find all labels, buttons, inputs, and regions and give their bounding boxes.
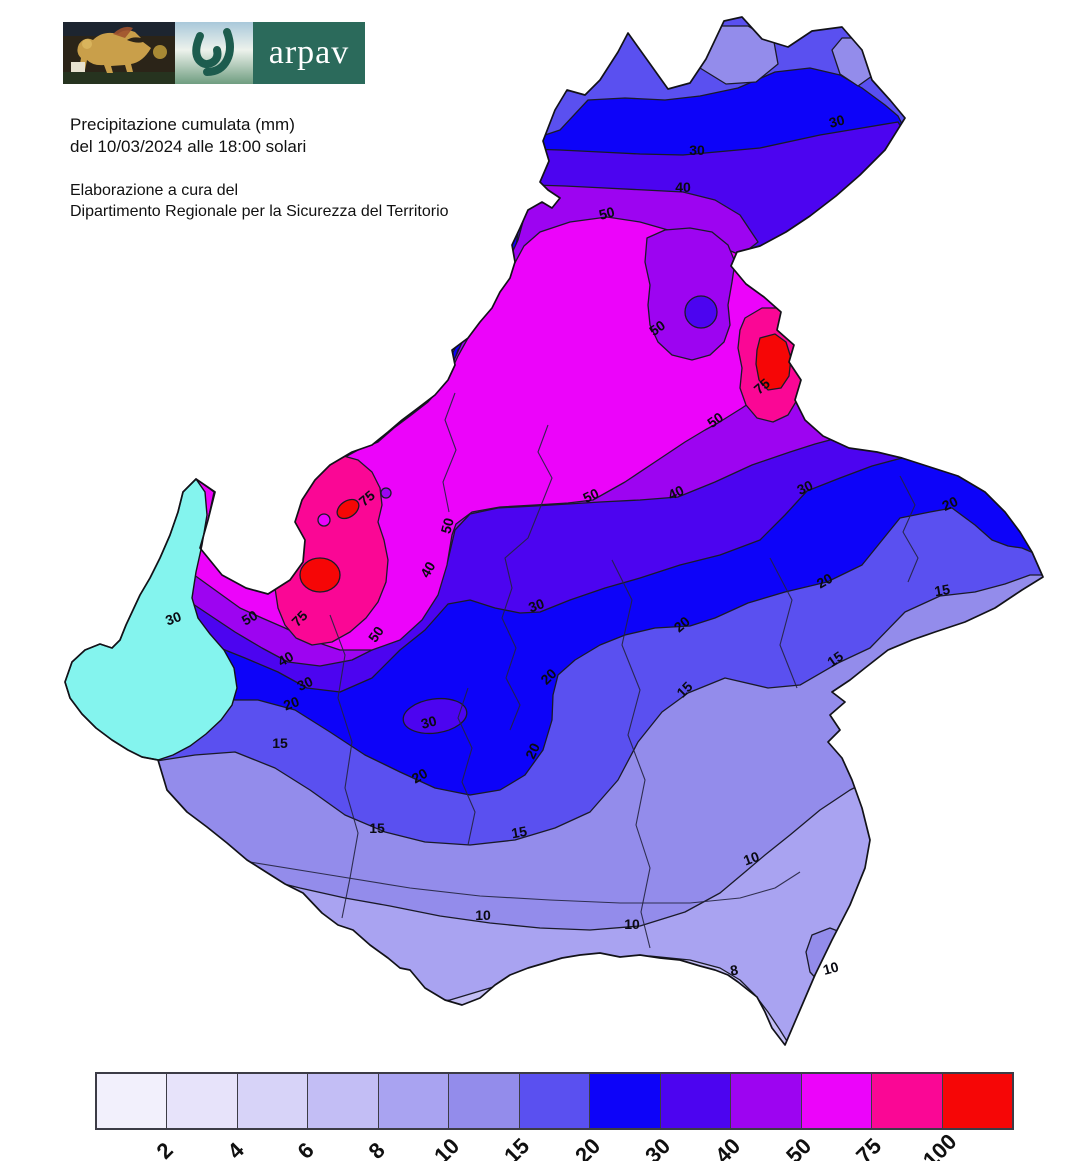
arpav-brand-text: arpav <box>268 34 350 71</box>
contour-label: 30 <box>163 608 183 628</box>
contour-label: 50 <box>239 607 261 629</box>
title-line-1: Precipitazione cumulata (mm) <box>70 115 295 134</box>
contour-label: 15 <box>510 823 528 841</box>
legend-swatch <box>519 1074 591 1128</box>
red-spot-west-small <box>336 498 360 520</box>
contour-label: 40 <box>665 482 686 503</box>
precipitation-color-scale <box>95 1072 1014 1130</box>
contour-label: 30 <box>294 673 315 694</box>
legend-tick-label: 40 <box>710 1133 746 1161</box>
arpav-glyph-icon <box>175 22 253 84</box>
title-line-2: del 10/03/2024 alle 18:00 solari <box>70 137 307 156</box>
legend-swatch <box>942 1074 1013 1128</box>
contour-label: 10 <box>475 907 491 923</box>
purple-tongue-center <box>644 227 736 361</box>
legend-swatch <box>167 1074 238 1128</box>
subtitle-line-1: Elaborazione a cura del <box>70 182 239 199</box>
contour-label: 15 <box>933 581 951 599</box>
contour-label: 10 <box>624 916 640 932</box>
contour-label: 20 <box>814 570 836 592</box>
legend-tick-label: 100 <box>917 1128 962 1161</box>
legend-tick-label: 30 <box>640 1133 676 1161</box>
contour-label: 30 <box>419 712 438 732</box>
contour-label: 15 <box>369 820 385 836</box>
legend-swatch <box>801 1074 873 1128</box>
contour-label: 40 <box>275 648 297 670</box>
contour-label: 30 <box>689 142 705 158</box>
contour-label: 50 <box>580 485 601 506</box>
red-core-east <box>755 333 792 391</box>
veneto-region-outline <box>64 16 1044 1046</box>
legend-tick-label: 75 <box>851 1133 887 1161</box>
map-title: Precipitazione cumulata (mm) del 10/03/2… <box>70 114 306 158</box>
legend-swatch <box>660 1074 732 1128</box>
subtitle-line-2: Dipartimento Regionale per la Sicurezza … <box>70 203 449 220</box>
contour-label: 15 <box>272 735 288 751</box>
legend-tick-label: 20 <box>569 1133 605 1161</box>
legend-swatch <box>237 1074 309 1128</box>
contour-label: 30 <box>526 595 546 615</box>
contour-label: 8 <box>729 961 740 978</box>
contour-label: 50 <box>437 516 457 535</box>
legend-tick-label: 2 <box>151 1137 179 1161</box>
legend-swatch <box>590 1074 661 1128</box>
contour-label: 40 <box>417 559 439 581</box>
province-borders <box>249 392 919 949</box>
legend-tick-label: 4 <box>222 1137 249 1161</box>
contour-label: 50 <box>597 203 616 223</box>
contour-label: 20 <box>409 765 431 787</box>
legend-tick-label: 50 <box>780 1133 816 1161</box>
legend-swatch <box>731 1074 802 1128</box>
legend-tick-label: 6 <box>292 1137 319 1161</box>
red-core-west <box>299 557 341 593</box>
legend-tick-labels: 2 4 6 8 10 15 20 30 40 50 75 100 <box>95 1129 1010 1161</box>
legend-swatch <box>449 1074 520 1128</box>
contour-label: 10 <box>821 958 840 978</box>
magenta-dot-west <box>317 513 331 527</box>
lion-of-st-mark-icon <box>63 22 175 84</box>
north-light-patch-1 <box>677 25 779 85</box>
purple-dot-west <box>380 487 392 499</box>
contour-label: 20 <box>522 740 543 761</box>
legend-swatch <box>97 1074 168 1128</box>
arpav-wordmark: arpav <box>253 22 365 84</box>
contour-label: 10 <box>741 848 761 868</box>
contour-label: 30 <box>827 111 846 131</box>
arpav-logo: arpav <box>63 22 365 84</box>
contour-label: 20 <box>281 693 301 713</box>
contour-label: 20 <box>939 493 960 514</box>
legend-swatch <box>308 1074 379 1128</box>
contour-label: 40 <box>675 179 691 195</box>
map-subtitle: Elaborazione a cura del Dipartimento Reg… <box>70 180 449 222</box>
purple-core-south <box>402 697 468 735</box>
legend-tick-label: 10 <box>429 1133 465 1161</box>
contour-label: 30 <box>794 477 815 498</box>
precip-bands <box>65 17 1043 1045</box>
indigo-spot-center <box>684 295 718 329</box>
legend-swatch <box>378 1074 450 1128</box>
legend-tick-label: 8 <box>363 1137 390 1161</box>
legend-swatch <box>872 1074 943 1128</box>
legend-tick-label: 15 <box>499 1133 535 1161</box>
